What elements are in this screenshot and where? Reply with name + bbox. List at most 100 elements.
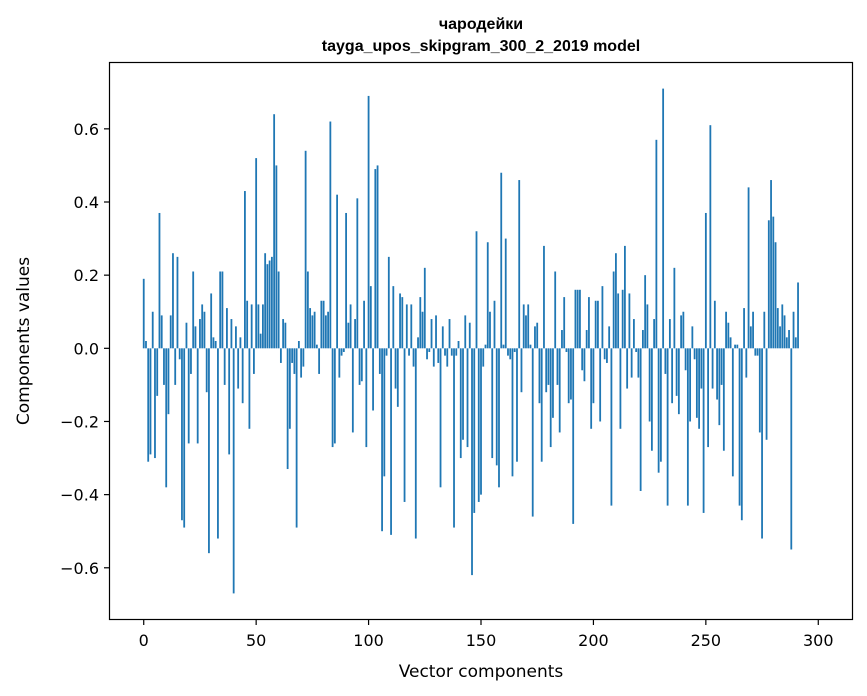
bar-284: [781, 304, 784, 349]
bar-108: [385, 348, 388, 356]
bar-32: [214, 341, 217, 349]
bar-144: [466, 348, 469, 448]
bar-270: [749, 326, 752, 349]
bar-156: [493, 300, 496, 349]
bars-group: [142, 88, 799, 594]
bar-291: [797, 282, 799, 349]
bar-75: [311, 315, 314, 349]
bar-272: [754, 348, 757, 356]
bar-152: [484, 344, 487, 349]
bar-202: [597, 300, 599, 349]
bar-117: [405, 304, 408, 349]
bar-23: [194, 326, 197, 349]
bar-178: [543, 245, 545, 349]
bar-68: [295, 348, 298, 528]
bar-113: [396, 348, 399, 407]
bar-128: [430, 319, 433, 349]
bar-266: [740, 348, 743, 521]
bar-16: [178, 348, 181, 360]
bar-275: [761, 348, 763, 539]
bar-241: [684, 348, 687, 371]
bar-43: [239, 337, 242, 349]
bar-24: [196, 348, 199, 444]
bar-53: [262, 304, 264, 349]
bar-186: [561, 330, 563, 349]
bar-109: [387, 256, 390, 349]
bar-150: [480, 348, 482, 495]
bar-96: [358, 348, 361, 385]
bar-285: [783, 315, 786, 349]
bar-84: [331, 348, 334, 448]
bar-172: [529, 344, 532, 349]
bar-27: [203, 311, 206, 349]
bar-149: [477, 348, 480, 502]
bar-276: [763, 311, 766, 349]
bar-34: [219, 271, 222, 349]
bar-259: [725, 311, 727, 349]
bar-271: [752, 311, 754, 349]
bar-195: [581, 348, 584, 371]
bar-7: [158, 212, 161, 349]
bar-44: [241, 348, 244, 404]
bar-199: [590, 348, 593, 429]
bar-101: [369, 286, 372, 349]
bar-104: [376, 165, 379, 349]
x-tick-label: 0: [139, 631, 149, 650]
bar-230: [659, 348, 662, 462]
bar-216: [628, 293, 631, 349]
bar-60: [277, 271, 280, 349]
bar-280: [772, 216, 775, 349]
bar-81: [324, 315, 327, 349]
bar-220: [637, 348, 640, 378]
bar-112: [394, 348, 397, 389]
x-tick-label: 50: [246, 631, 266, 650]
bar-246: [695, 348, 698, 418]
bar-168: [520, 348, 523, 393]
bar-45: [244, 191, 246, 349]
bar-212: [619, 348, 622, 429]
bar-190: [570, 348, 572, 400]
bar-63: [284, 322, 287, 349]
bar-30: [210, 293, 213, 349]
x-tick-label: 150: [466, 631, 497, 650]
bar-170: [525, 315, 527, 349]
bar-281: [774, 242, 777, 349]
bar-169: [522, 304, 525, 349]
chart-title: чародейки: [439, 16, 523, 33]
bar-155: [491, 348, 494, 459]
bar-142: [462, 348, 464, 440]
y-tick-label: 0.0: [74, 339, 99, 358]
bar-229: [657, 348, 660, 473]
bar-124: [421, 311, 424, 349]
bar-180: [547, 348, 550, 385]
bar-242: [686, 348, 689, 506]
x-axis-label: Vector components: [399, 662, 564, 682]
bar-222: [641, 330, 644, 349]
bar-143: [464, 315, 467, 349]
bar-253: [711, 348, 714, 389]
bar-46: [246, 300, 249, 349]
bar-177: [540, 348, 543, 462]
bar-73: [306, 271, 309, 349]
bar-221: [639, 348, 642, 491]
bar-36: [223, 348, 226, 385]
bar-185: [558, 348, 561, 433]
bar-239: [680, 315, 683, 349]
y-tick-label: −0.6: [60, 559, 99, 578]
bar-88: [340, 348, 343, 356]
y-axis-label: Components values: [14, 257, 34, 425]
bar-102: [372, 348, 374, 411]
bar-171: [527, 304, 530, 349]
bar-14: [174, 348, 177, 385]
bar-98: [363, 300, 365, 349]
bar-91: [347, 322, 350, 349]
bar-72: [304, 150, 307, 349]
bar-184: [556, 348, 559, 385]
bar-50: [255, 158, 258, 349]
bar-99: [365, 348, 368, 448]
bar-21: [190, 348, 192, 374]
chart-subtitle: tayga_upos_skipgram_300_2_2019 model: [322, 38, 640, 55]
bar-22: [192, 271, 195, 349]
bar-278: [767, 220, 770, 349]
